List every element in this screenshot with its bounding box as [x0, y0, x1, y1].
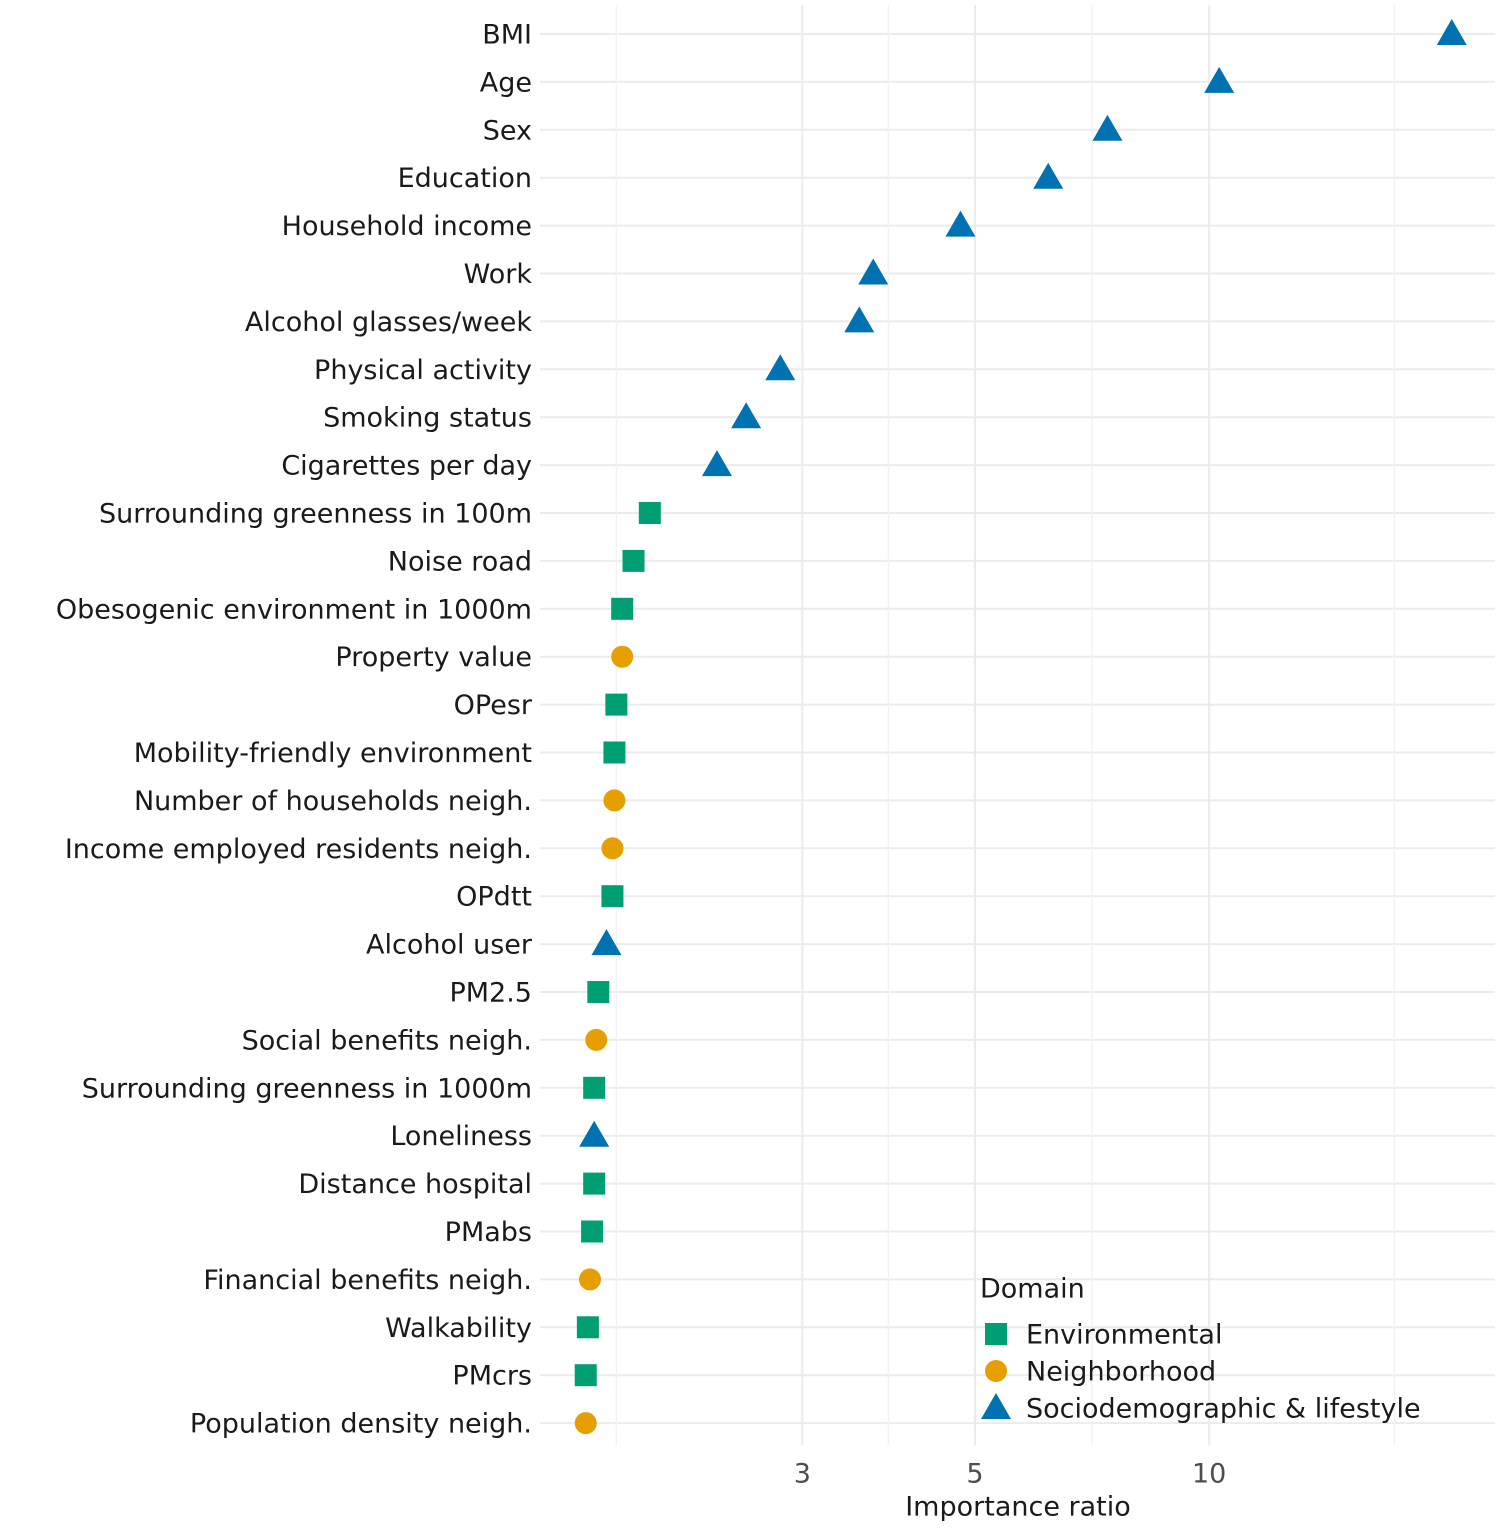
- x-tick-label: 3: [794, 1459, 811, 1490]
- y-tick-label: Alcohol user: [366, 930, 533, 961]
- y-tick-label: OPdtt: [456, 882, 532, 913]
- point: [945, 210, 976, 237]
- point: [574, 1412, 597, 1435]
- legend-title: Domain: [980, 1274, 1085, 1305]
- y-tick-label: Population density neigh.: [190, 1409, 532, 1440]
- y-tick-label: Household income: [282, 211, 532, 242]
- point: [578, 1268, 601, 1291]
- point: [585, 1028, 608, 1051]
- point: [765, 354, 796, 381]
- y-tick-label: Distance hospital: [298, 1169, 532, 1200]
- point: [576, 1316, 599, 1339]
- y-tick-label: Noise road: [388, 546, 532, 577]
- point: [638, 502, 661, 524]
- x-tick-label: 10: [1192, 1459, 1226, 1490]
- point: [611, 645, 634, 668]
- y-tick-label: Obesogenic environment in 1000m: [56, 594, 532, 625]
- y-tick-label: Work: [464, 259, 533, 290]
- legend-marker: [981, 1393, 1011, 1419]
- legend-label: Environmental: [1026, 1320, 1222, 1351]
- point: [701, 450, 732, 477]
- y-tick-label: Age: [480, 67, 532, 98]
- point: [587, 981, 610, 1003]
- y-tick-label: Income employed residents neigh.: [65, 834, 532, 865]
- y-tick-label: PMcrs: [452, 1361, 532, 1392]
- y-tick-label: Property value: [335, 642, 532, 673]
- point: [1033, 162, 1064, 189]
- y-tick-label: Mobility-friendly environment: [134, 738, 532, 769]
- y-tick-label: Surrounding greenness in 1000m: [82, 1073, 532, 1104]
- legend-label: Neighborhood: [1026, 1357, 1216, 1388]
- point: [579, 1120, 610, 1147]
- y-tick-label: Number of households neigh.: [134, 786, 532, 817]
- point: [1204, 66, 1235, 93]
- legend-marker: [985, 1323, 1007, 1345]
- y-tick-label: Walkability: [385, 1313, 532, 1344]
- y-tick-label: Social benefits neigh.: [242, 1025, 532, 1056]
- point: [591, 929, 622, 956]
- y-tick-label: Alcohol glasses/week: [245, 307, 532, 338]
- point: [844, 306, 875, 333]
- point: [603, 741, 626, 764]
- point: [731, 402, 762, 429]
- point: [601, 837, 624, 860]
- x-axis-title: Importance ratio: [905, 1492, 1131, 1523]
- y-tick-label: PM2.5: [449, 978, 532, 1009]
- y-tick-label: Cigarettes per day: [281, 451, 532, 482]
- point: [583, 1076, 606, 1099]
- point: [858, 258, 889, 285]
- point: [605, 693, 628, 716]
- y-tick-label: OPesr: [454, 690, 533, 721]
- point: [574, 1364, 597, 1387]
- point: [601, 885, 624, 908]
- legend-label: Sociodemographic & lifestyle: [1026, 1394, 1421, 1425]
- y-tick-label: BMI: [482, 20, 532, 51]
- point: [622, 549, 645, 572]
- y-tick-label: Financial benefits neigh.: [203, 1265, 532, 1296]
- y-tick-label: Smoking status: [323, 403, 532, 434]
- point: [603, 789, 626, 812]
- y-tick-label: Sex: [483, 115, 532, 146]
- y-tick-label: Loneliness: [390, 1121, 532, 1152]
- x-tick-label: 5: [966, 1459, 983, 1490]
- point: [583, 1172, 606, 1195]
- y-tick-label: Surrounding greenness in 100m: [99, 499, 532, 530]
- point: [1436, 19, 1467, 45]
- point: [1092, 114, 1123, 141]
- point: [581, 1220, 604, 1243]
- y-tick-label: PMabs: [445, 1217, 532, 1248]
- y-tick-label: Physical activity: [314, 355, 532, 386]
- legend-marker: [985, 1360, 1007, 1382]
- y-tick-label: Education: [398, 163, 532, 194]
- point: [611, 597, 634, 620]
